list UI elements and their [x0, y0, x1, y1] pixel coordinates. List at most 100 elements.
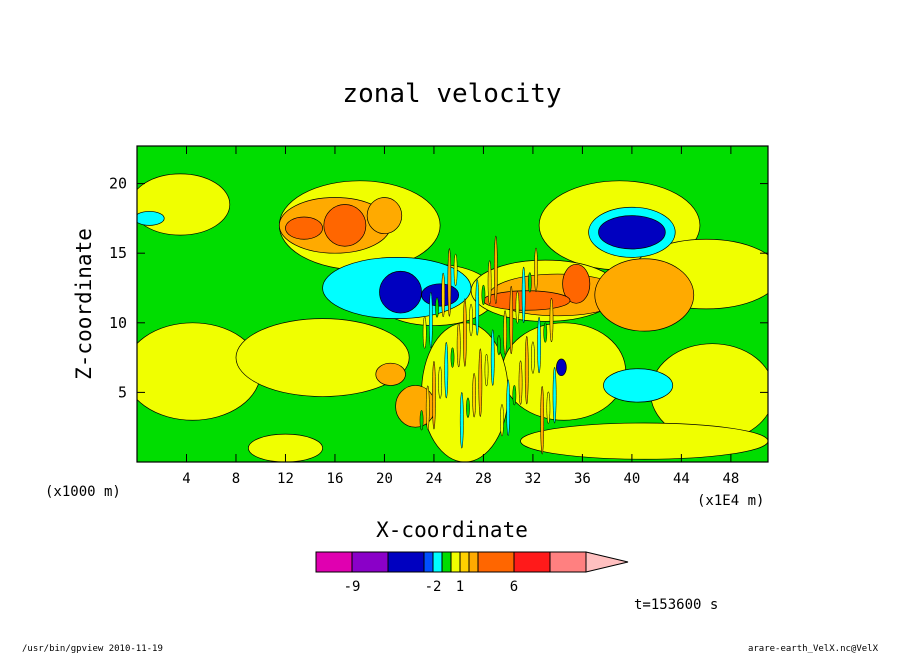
- y-tick-label: 10: [109, 314, 127, 332]
- velocity-region: [562, 263, 591, 304]
- colorbar-swatch: [432, 551, 443, 573]
- velocity-region: [323, 204, 367, 247]
- fine-structure: [438, 366, 442, 399]
- fine-structure: [422, 316, 427, 349]
- velocity-region: [375, 362, 406, 386]
- x-tick-label: 24: [426, 471, 443, 487]
- fine-structure: [469, 303, 473, 337]
- plot-frame: [136, 145, 769, 463]
- velocity-region: [603, 368, 674, 403]
- y-axis: 5 10 15 20: [109, 175, 768, 401]
- colorbar-label: 1: [456, 579, 464, 595]
- velocity-region: [598, 215, 666, 250]
- velocity-region: [366, 197, 403, 235]
- fine-structure: [509, 285, 514, 355]
- velocity-region: [137, 211, 165, 226]
- fine-structure: [475, 279, 480, 336]
- fine-structure: [503, 310, 507, 355]
- colorbar-swatch: [387, 551, 425, 573]
- fine-structure: [419, 409, 424, 431]
- fine-structure: [524, 335, 529, 405]
- fine-structure: [527, 272, 532, 293]
- fine-structure: [500, 403, 504, 437]
- velocity-region: [421, 283, 460, 307]
- fine-structure: [456, 322, 461, 368]
- fine-structure: [521, 266, 526, 324]
- fine-structure: [518, 360, 523, 405]
- fine-structure: [506, 379, 511, 436]
- x-axis-label: X-coordinate: [376, 518, 528, 542]
- colorbar-arrow: [585, 551, 629, 573]
- fine-structure: [549, 297, 554, 343]
- fine-structure: [472, 372, 477, 418]
- x-tick-label: 20: [376, 471, 393, 487]
- fine-structure: [540, 385, 545, 455]
- y-tick-label: 15: [109, 244, 127, 262]
- colorbar-swatch: [513, 551, 551, 573]
- y-tick-label: 20: [109, 175, 127, 193]
- x-tick-label: 36: [574, 471, 591, 487]
- x-tick-label: 12: [277, 471, 294, 487]
- fine-structure: [493, 235, 498, 305]
- x-tick-label: 4: [182, 471, 190, 487]
- velocity-region: [379, 270, 422, 314]
- x-tick-label: 40: [623, 471, 640, 487]
- colorbar-swatch: [423, 551, 434, 573]
- y-axis-label: Z-coordinate: [72, 228, 96, 380]
- fine-structure: [478, 348, 483, 417]
- fine-structure: [552, 366, 557, 424]
- footer-left: /usr/bin/gpview 2010-11-19: [22, 644, 163, 654]
- fine-structure: [515, 291, 520, 324]
- fine-structure: [463, 298, 467, 367]
- fine-structure: [481, 284, 486, 306]
- colorbar-swatch: [468, 551, 479, 573]
- fine-structure: [459, 391, 464, 449]
- colorbar-swatch: [351, 551, 389, 573]
- fine-structure: [453, 253, 458, 287]
- colorbar-label: -9: [344, 579, 361, 595]
- fine-structure: [441, 272, 446, 318]
- velocity-region: [556, 358, 567, 377]
- fine-structure: [428, 291, 433, 349]
- x-tick-label: 8: [232, 471, 240, 487]
- colorbar-swatch: [477, 551, 515, 573]
- fine-structure: [435, 297, 439, 318]
- colorbar-swatch: [441, 551, 452, 573]
- fine-structure: [543, 322, 548, 343]
- x-tick-label: 16: [327, 471, 344, 487]
- fine-structure: [534, 247, 538, 293]
- fine-structure: [497, 334, 501, 356]
- footer-right: arare-earth_VelX.nc@VelX: [748, 644, 879, 654]
- x-axis: 4 8 12 16 20 24 28 32 36 40 44 48: [182, 146, 739, 487]
- colorbar-label: -2: [425, 579, 442, 595]
- velocity-region: [137, 173, 231, 236]
- colorbar-label: 6: [510, 579, 518, 595]
- y-unit-label: (x1000 m): [45, 484, 121, 500]
- colorbar-swatch: [450, 551, 461, 573]
- fine-structure: [531, 341, 535, 374]
- fine-structure: [512, 384, 517, 406]
- fine-structure: [484, 353, 489, 387]
- fine-structure: [444, 341, 449, 399]
- time-label: t=153600 s: [634, 597, 718, 613]
- velocity-region: [285, 216, 323, 240]
- x-tick-label: 28: [475, 471, 492, 487]
- fine-structure: [425, 385, 430, 430]
- colorbar: [315, 551, 629, 573]
- colorbar-labels: -9 -2 1 6: [344, 579, 519, 595]
- fine-structure: [487, 260, 492, 305]
- fine-structure: [432, 360, 436, 430]
- fine-structure: [447, 248, 452, 317]
- x-tick-label: 48: [722, 471, 739, 487]
- fine-structure: [490, 329, 495, 386]
- chart-title: zonal velocity: [342, 79, 561, 109]
- fine-structure: [546, 391, 551, 424]
- fine-structure: [450, 347, 455, 368]
- plot-area: [136, 145, 769, 463]
- x-tick-label: 44: [673, 471, 690, 487]
- velocity-region: [520, 422, 768, 460]
- velocity-region: [137, 322, 262, 421]
- colorbar-swatch: [315, 551, 353, 573]
- velocity-region: [594, 258, 695, 332]
